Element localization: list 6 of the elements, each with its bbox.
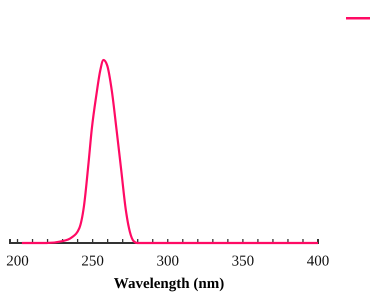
x-tick-label: 400: [306, 254, 330, 270]
x-tick-label: 250: [81, 254, 104, 270]
x-tick-label: 350: [232, 254, 254, 270]
x-tick-label: 200: [6, 254, 29, 270]
x-tick-label: 300: [156, 254, 180, 270]
x-axis-title: Wavelength (nm): [114, 276, 224, 292]
